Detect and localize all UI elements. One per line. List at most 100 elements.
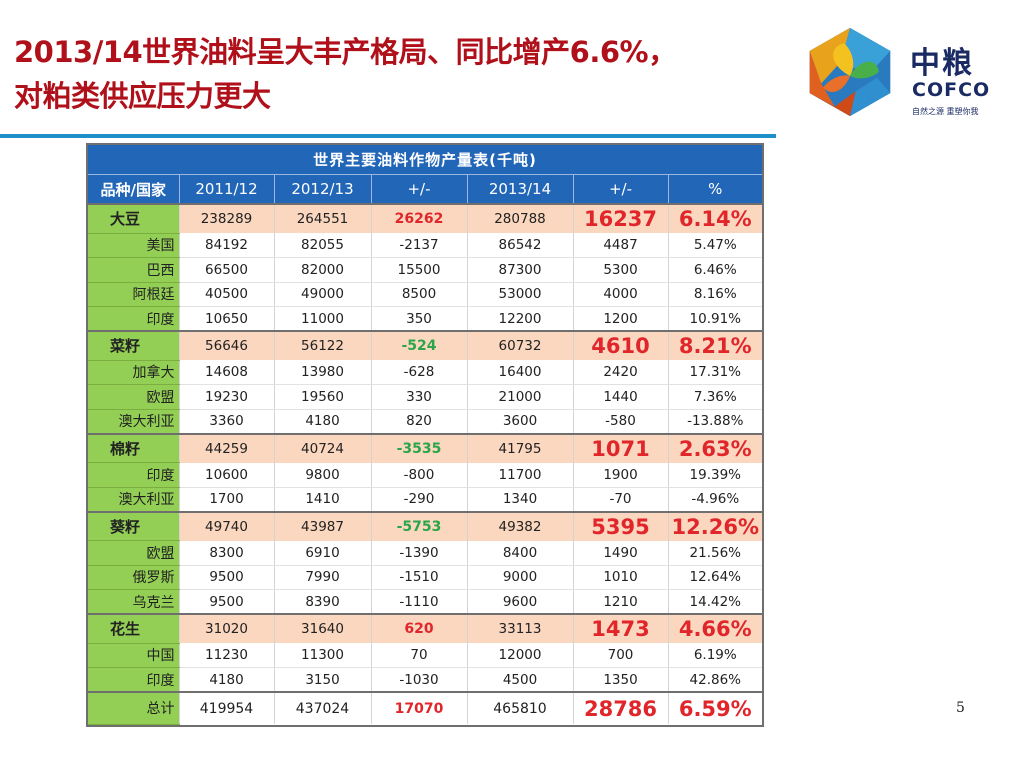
- value-cell: 330: [370, 384, 467, 410]
- logo-english-text: COFCO: [912, 79, 991, 101]
- value-cell: 280788: [466, 203, 573, 233]
- value-cell: 5.47%: [667, 233, 763, 258]
- value-cell: 5395: [572, 510, 668, 541]
- crop-total-row: 菜籽 56646 56122 -524 60732 4610 8.21%: [88, 330, 763, 361]
- country-label: 欧盟: [88, 540, 179, 566]
- country-label: 俄罗斯: [88, 565, 179, 590]
- value-cell: 8.21%: [667, 330, 763, 360]
- value-cell: 19560: [273, 384, 371, 410]
- crop-label: 大豆: [88, 203, 179, 234]
- title-divider: [0, 134, 776, 138]
- value-cell: -5753: [370, 510, 467, 541]
- value-cell: 40500: [178, 282, 274, 307]
- value-cell: 19230: [178, 384, 274, 410]
- country-row: 欧盟 8300 6910 -1390 8400 1490 21.56%: [88, 540, 763, 566]
- slide-title: 2013/14世界油料呈大丰产格局、同比增产6.6%， 对粕类供应压力更大: [14, 30, 784, 118]
- cofco-logo-mark-icon: [809, 27, 891, 117]
- country-row: 欧盟 19230 19560 330 21000 1440 7.36%: [88, 384, 763, 410]
- crop-total-row: 葵籽 49740 43987 -5753 49382 5395 12.26%: [88, 510, 763, 541]
- column-header: %: [667, 174, 763, 204]
- value-cell: 10650: [178, 306, 274, 332]
- value-cell: 16237: [572, 203, 668, 233]
- value-cell: 4.66%: [667, 613, 763, 643]
- value-cell: 3150: [273, 667, 371, 693]
- country-label: 印度: [88, 667, 179, 693]
- value-cell: -4.96%: [667, 487, 763, 512]
- country-row: 阿根廷 40500 49000 8500 53000 4000 8.16%: [88, 282, 763, 307]
- value-cell: 8400: [466, 540, 573, 566]
- country-label: 巴西: [88, 257, 179, 283]
- value-cell: 6910: [273, 540, 371, 566]
- value-cell: 33113: [466, 613, 573, 643]
- value-cell: 14608: [178, 360, 274, 385]
- value-cell: 6.46%: [667, 257, 763, 283]
- value-cell: 8500: [370, 282, 467, 307]
- country-label: 阿根廷: [88, 282, 179, 307]
- value-cell: -800: [370, 462, 467, 488]
- value-cell: 238289: [178, 203, 274, 233]
- value-cell: 11300: [273, 643, 371, 668]
- value-cell: -13.88%: [667, 409, 763, 434]
- value-cell: 28786: [572, 691, 668, 724]
- value-cell: 21000: [466, 384, 573, 410]
- value-cell: -1110: [370, 589, 467, 615]
- column-header: 2012/13: [273, 174, 371, 204]
- value-cell: 820: [370, 409, 467, 434]
- country-label: 美国: [88, 233, 179, 258]
- value-cell: -524: [370, 330, 467, 360]
- country-row: 乌克兰 9500 8390 -1110 9600 1210 14.42%: [88, 589, 763, 615]
- column-header: 品种/国家: [88, 174, 179, 204]
- country-label: 澳大利亚: [88, 487, 179, 512]
- value-cell: 4610: [572, 330, 668, 360]
- value-cell: 84192: [178, 233, 274, 258]
- column-header: +/-: [370, 174, 467, 204]
- crop-label: 菜籽: [88, 330, 179, 361]
- value-cell: 12200: [466, 306, 573, 332]
- value-cell: 264551: [273, 203, 371, 233]
- value-cell: -70: [572, 487, 668, 512]
- value-cell: 7990: [273, 565, 371, 590]
- value-cell: -290: [370, 487, 467, 512]
- table-header-row: 品种/国家 2011/12 2012/13 +/- 2013/14 +/-%: [88, 174, 763, 204]
- value-cell: 3360: [178, 409, 274, 434]
- value-cell: 5300: [572, 257, 668, 283]
- value-cell: 53000: [466, 282, 573, 307]
- value-cell: 465810: [466, 691, 573, 724]
- value-cell: 49000: [273, 282, 371, 307]
- value-cell: 17070: [370, 691, 467, 724]
- country-row: 印度 10650 11000 350 12200 1200 10.91%: [88, 306, 763, 332]
- country-row: 澳大利亚 3360 4180 820 3600 -580 -13.88%: [88, 409, 763, 434]
- value-cell: 1440: [572, 384, 668, 410]
- value-cell: 56646: [178, 330, 274, 360]
- value-cell: 3600: [466, 409, 573, 434]
- value-cell: 49740: [178, 510, 274, 541]
- country-label: 澳大利亚: [88, 409, 179, 434]
- crop-label: 棉籽: [88, 432, 179, 463]
- country-row: 中国 11230 11300 70 12000 700 6.19%: [88, 643, 763, 668]
- column-header: 2011/12: [178, 174, 274, 204]
- value-cell: 15500: [370, 257, 467, 283]
- value-cell: 42.86%: [667, 667, 763, 693]
- value-cell: 419954: [178, 691, 274, 724]
- title-line-1: 2013/14世界油料呈大丰产格局、同比增产6.6%，: [14, 35, 677, 69]
- value-cell: 9500: [178, 589, 274, 615]
- value-cell: 1210: [572, 589, 668, 615]
- value-cell: 86542: [466, 233, 573, 258]
- value-cell: 2420: [572, 360, 668, 385]
- value-cell: 6.59%: [667, 691, 763, 724]
- country-label: 印度: [88, 306, 179, 332]
- value-cell: 7.36%: [667, 384, 763, 410]
- value-cell: 10.91%: [667, 306, 763, 332]
- value-cell: 82000: [273, 257, 371, 283]
- cofco-logo: 中粮 COFCO 自然之源 重塑你我: [802, 22, 1007, 122]
- value-cell: 12.26%: [667, 510, 763, 541]
- value-cell: -628: [370, 360, 467, 385]
- value-cell: 1200: [572, 306, 668, 332]
- value-cell: 6.19%: [667, 643, 763, 668]
- value-cell: 9800: [273, 462, 371, 488]
- value-cell: 1490: [572, 540, 668, 566]
- value-cell: 1340: [466, 487, 573, 512]
- column-header: +/-: [572, 174, 668, 204]
- value-cell: 87300: [466, 257, 573, 283]
- value-cell: 60732: [466, 330, 573, 360]
